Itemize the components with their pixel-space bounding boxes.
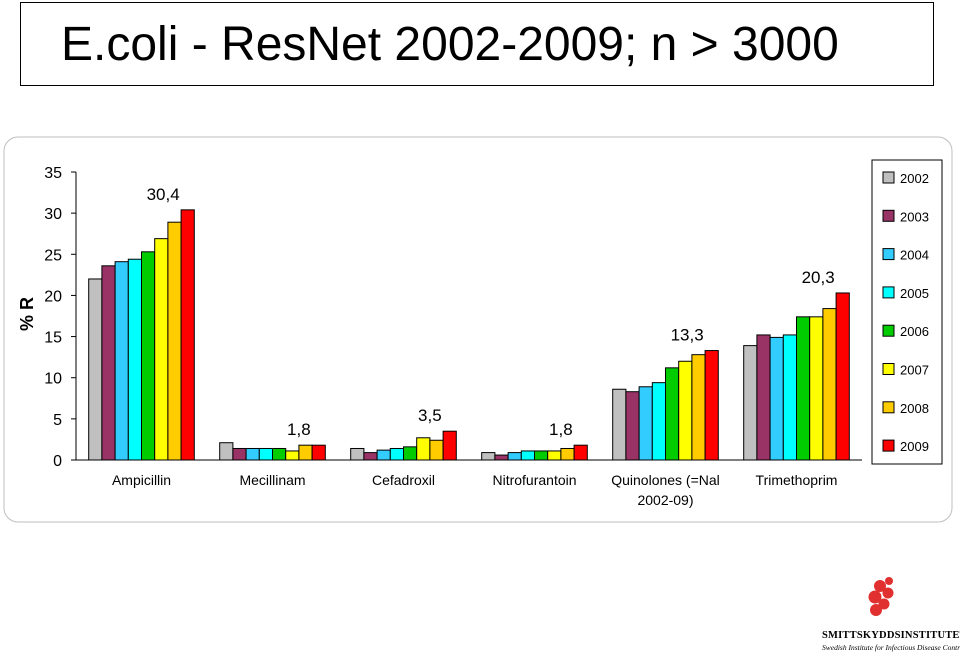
x-category-label: Nitrofurantoin xyxy=(492,472,576,488)
bar-2008-5 xyxy=(822,308,837,461)
bar-2006-0 xyxy=(141,251,156,461)
bar-2005-2 xyxy=(389,447,404,461)
bar-2003-3 xyxy=(494,454,509,461)
bar-2008-3 xyxy=(560,447,575,461)
title-box: E.coli - ResNet 2002-2009; n > 3000 xyxy=(20,2,934,86)
annotations: 30,4 1,8 3,5 1,8 13,3 20,3 xyxy=(147,185,835,439)
bar-2008-0 xyxy=(167,221,182,461)
bar-2006-5 xyxy=(796,316,811,461)
y-tick-label: 35 xyxy=(44,165,62,182)
bar-2007-3 xyxy=(547,450,562,461)
bar-2005-5 xyxy=(782,334,797,461)
bar-2003-4 xyxy=(625,391,640,461)
legend-label-2003: 2003 xyxy=(900,209,929,224)
x-category-label: Ampicillin xyxy=(112,472,171,488)
bar-2009-1 xyxy=(311,444,326,461)
data-label: 30,4 xyxy=(147,185,180,204)
data-label: 3,5 xyxy=(418,406,442,425)
legend-swatch-2004 xyxy=(882,248,895,261)
bar-2002-4 xyxy=(612,388,627,461)
legend-label-2008: 2008 xyxy=(900,401,929,416)
bar-2002-1 xyxy=(219,442,234,461)
bar-2005-0 xyxy=(127,258,143,461)
bar-2006-3 xyxy=(534,450,549,461)
data-label: 1,8 xyxy=(549,420,573,439)
legend-label-2006: 2006 xyxy=(900,324,929,339)
data-label: 20,3 xyxy=(802,268,835,287)
legend-swatch-2006 xyxy=(882,324,895,337)
institute-name: SMITTSKYDDSINSTITUTET xyxy=(822,630,960,641)
y-tick-label: 20 xyxy=(44,288,62,305)
x-axis-categories: Ampicillin Mecillinam Cefadroxil Nitrofuran… xyxy=(112,472,838,508)
bar-2007-1 xyxy=(285,450,300,461)
bar-2002-3 xyxy=(481,452,496,461)
legend-swatch-2005 xyxy=(882,286,895,299)
bars xyxy=(88,209,850,461)
bar-2004-2 xyxy=(376,449,391,461)
bar-2006-4 xyxy=(665,367,680,461)
bar-2009-0 xyxy=(180,209,195,461)
bar-2007-2 xyxy=(416,437,431,461)
bar-2007-5 xyxy=(809,316,824,461)
y-axis: 0 5 10 15 20 25 30 35 xyxy=(44,165,862,470)
bar-2004-0 xyxy=(114,261,129,461)
bar-2004-3 xyxy=(507,452,522,461)
legend-label-2004: 2004 xyxy=(900,248,929,263)
legend-swatch-2009 xyxy=(882,439,895,452)
bar-2008-1 xyxy=(298,444,313,461)
y-tick-label: 10 xyxy=(44,371,62,388)
bar-2007-4 xyxy=(678,360,693,461)
bar-2008-4 xyxy=(691,354,706,461)
y-tick-label: 0 xyxy=(53,453,62,470)
bar-2004-5 xyxy=(769,336,784,461)
institute-logo-icon xyxy=(868,577,894,616)
bar-2009-4 xyxy=(704,350,719,461)
bar-2004-4 xyxy=(638,386,653,461)
bar-2007-0 xyxy=(154,238,169,461)
bar-2006-1 xyxy=(272,447,287,461)
x-category-label: Quinolones (=Nal xyxy=(611,472,720,488)
legend-box xyxy=(871,159,943,465)
x-category-label: Mecillinam xyxy=(239,472,305,488)
bar-2008-2 xyxy=(429,439,444,461)
bar-2003-5 xyxy=(756,334,771,461)
bar-2002-5 xyxy=(743,345,758,461)
bar-2004-1 xyxy=(245,447,260,461)
legend-label-2009: 2009 xyxy=(900,439,929,454)
y-tick-label: 5 xyxy=(53,412,62,429)
y-axis-label: % R xyxy=(17,297,37,331)
bar-2005-3 xyxy=(520,450,535,461)
bar-2005-1 xyxy=(258,447,273,461)
legend-label-2007: 2007 xyxy=(900,363,929,378)
legend-label-2005: 2005 xyxy=(900,286,929,301)
bar-2002-2 xyxy=(350,447,365,461)
legend-swatch-2007 xyxy=(882,363,895,375)
bar-2009-5 xyxy=(835,292,850,461)
chart-title: E.coli - ResNet 2002-2009; n > 3000 xyxy=(61,18,839,71)
x-category-label: Trimethoprim xyxy=(756,472,838,488)
legend-swatch-2003 xyxy=(882,209,895,222)
x-category-label: 2002-09) xyxy=(637,492,693,508)
bar-2003-1 xyxy=(232,447,247,461)
institute-subtitle: Swedish Institute for Infectious Disease… xyxy=(822,643,960,652)
bar-2003-2 xyxy=(363,452,378,461)
bar-2009-3 xyxy=(573,444,588,461)
bar-2002-0 xyxy=(88,278,103,461)
data-label: 1,8 xyxy=(287,420,311,439)
legend: 2002 2003 2004 2005 2006 2007 2008 2009 xyxy=(871,159,943,465)
bar-2005-4 xyxy=(651,382,666,461)
bar-2006-2 xyxy=(403,446,418,461)
y-tick-label: 25 xyxy=(44,247,62,264)
legend-swatch-2008 xyxy=(882,401,895,414)
legend-swatch-2002 xyxy=(882,171,895,184)
y-tick-label: 15 xyxy=(44,330,62,347)
chart: 0 5 10 15 20 25 30 35 30,4 1,8 3,5 1,8 13,3 20,3 Amp… xyxy=(3,136,953,523)
data-label: 13,3 xyxy=(671,326,704,345)
legend-label-2002: 2002 xyxy=(900,171,929,186)
bar-2009-2 xyxy=(442,430,457,461)
x-category-label: Cefadroxil xyxy=(372,472,435,488)
y-tick-label: 30 xyxy=(44,206,62,223)
bar-2003-0 xyxy=(101,265,116,461)
